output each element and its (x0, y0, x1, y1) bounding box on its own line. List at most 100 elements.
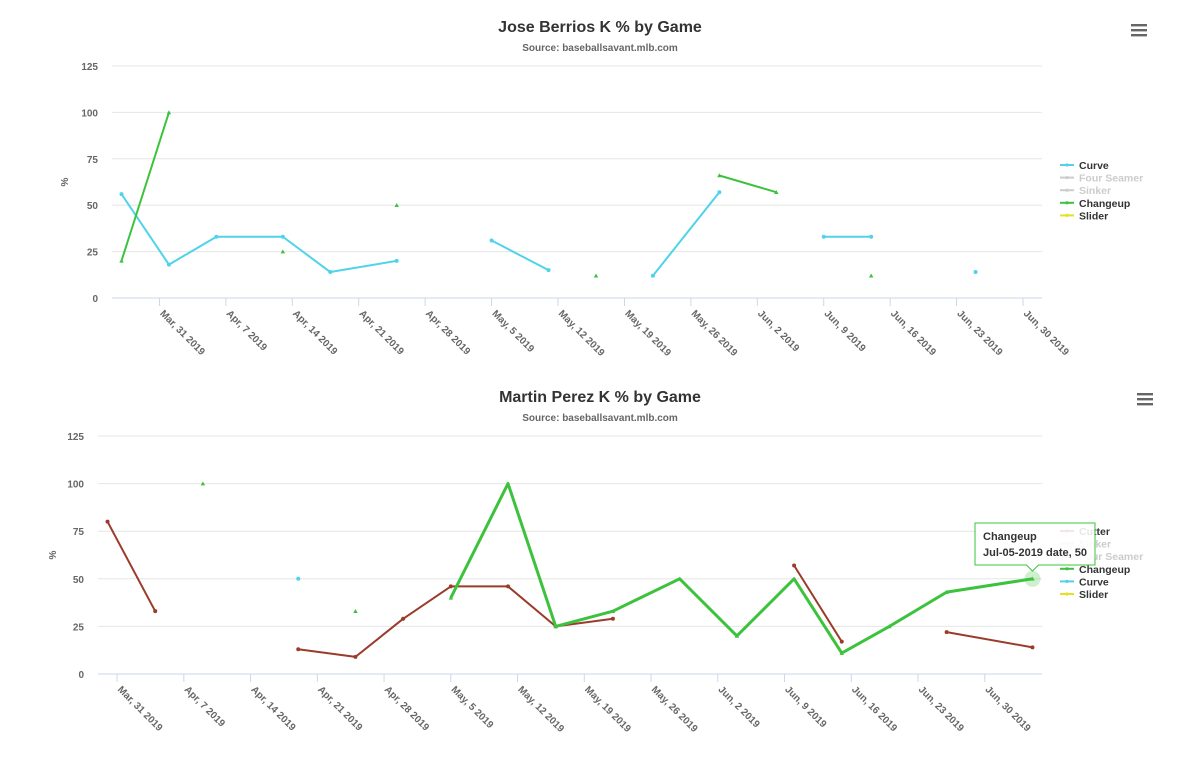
series-curve (119, 190, 978, 278)
y-tick-label: 0 (78, 670, 84, 681)
data-point[interactable] (119, 258, 124, 263)
x-tick-label: May, 26 2019 (689, 308, 740, 359)
data-point[interactable] (839, 650, 844, 655)
data-point[interactable] (506, 584, 511, 589)
x-tick-label: May, 5 2019 (449, 684, 496, 731)
x-tick-label: Apr, 28 2019 (382, 684, 431, 733)
y-tick-label: 100 (67, 480, 84, 491)
tooltip-series: Changeup (983, 531, 1037, 543)
x-tick-label: Jun, 2 2019 (716, 684, 762, 730)
y-tick-label: 0 (92, 294, 98, 305)
data-point[interactable] (353, 654, 358, 659)
data-point[interactable] (166, 110, 172, 115)
x-tick-label: Apr, 14 2019 (290, 308, 339, 357)
legend-label: Four Seamer (1079, 173, 1143, 185)
data-point[interactable] (394, 203, 399, 207)
legend-label: Changeup (1079, 198, 1130, 210)
data-point[interactable] (868, 273, 874, 278)
data-point[interactable] (677, 576, 682, 581)
legend-item-changeup[interactable]: Changeup (1060, 198, 1130, 210)
data-point[interactable] (1030, 645, 1035, 650)
chart-title: Jose Berrios K % by Game (498, 19, 702, 36)
hamburger-menu-icon[interactable] (1134, 390, 1156, 408)
data-point[interactable] (394, 258, 399, 263)
data-point[interactable] (792, 563, 797, 568)
data-point[interactable] (105, 519, 110, 524)
legend-item-changeup[interactable]: Changeup (1060, 564, 1130, 576)
data-point[interactable] (839, 639, 844, 644)
data-point[interactable] (1030, 576, 1035, 581)
data-point[interactable] (119, 192, 124, 197)
data-point[interactable] (973, 270, 978, 275)
series-line (793, 564, 843, 643)
series-curve (296, 576, 301, 581)
data-point[interactable] (610, 608, 616, 613)
data-point[interactable] (774, 190, 779, 195)
data-point[interactable] (553, 624, 558, 629)
data-point[interactable] (448, 595, 454, 600)
data-point[interactable] (791, 576, 797, 581)
menu-bar (1137, 403, 1153, 406)
chart-1: Jose Berrios K % by Game Source: baseball… (60, 19, 1150, 359)
series-line (120, 112, 170, 262)
data-point[interactable] (546, 268, 551, 273)
data-point[interactable] (448, 584, 453, 589)
data-point[interactable] (153, 609, 158, 614)
legend-item-sinker[interactable]: Sinker (1060, 185, 1111, 197)
data-point[interactable] (944, 589, 949, 594)
data-point[interactable] (353, 608, 358, 613)
data-point[interactable] (296, 647, 301, 652)
y-axis-label: % (60, 177, 71, 186)
x-tick-label: Apr, 14 2019 (248, 684, 297, 733)
legend-marker (1065, 213, 1069, 217)
data-point[interactable] (944, 630, 949, 635)
legend-item-curve[interactable]: Curve (1060, 576, 1109, 588)
series-cutter (105, 519, 1035, 659)
x-tick-label: Jun, 23 2019 (916, 684, 966, 734)
tooltip-box (974, 522, 1096, 572)
x-tick-label: May, 12 2019 (556, 308, 607, 359)
menu-bar (1131, 34, 1147, 37)
chart-title: Martin Perez K % by Game (499, 389, 701, 406)
data-point[interactable] (401, 616, 406, 621)
y-tick-label: 25 (73, 622, 85, 633)
y-tick-label: 125 (67, 432, 84, 443)
legend-item-four-seamer[interactable]: Four Seamer (1060, 173, 1143, 185)
menu-bar (1131, 29, 1147, 32)
data-point[interactable] (328, 270, 333, 275)
data-point[interactable] (166, 262, 171, 267)
data-point[interactable] (280, 249, 286, 254)
data-point[interactable] (887, 624, 892, 629)
series-changeup (119, 110, 874, 278)
data-point[interactable] (869, 234, 874, 239)
x-tick-label: Jun, 30 2019 (1021, 308, 1071, 358)
series-line (491, 239, 549, 272)
x-tick-label: Apr, 21 2019 (357, 308, 406, 357)
data-point[interactable] (200, 481, 206, 486)
menu-hit (1134, 390, 1156, 408)
data-point[interactable] (489, 238, 494, 243)
legend-marker (1065, 188, 1069, 192)
hamburger-menu-icon[interactable] (1128, 21, 1150, 39)
data-point[interactable] (214, 234, 219, 239)
legend-label: Curve (1079, 576, 1109, 588)
data-point[interactable] (610, 616, 615, 621)
legend-item-curve[interactable]: Curve (1060, 160, 1109, 172)
data-point[interactable] (650, 273, 655, 278)
y-tick-label: 50 (73, 575, 85, 586)
legend-item-slider[interactable]: Slider (1060, 589, 1108, 601)
data-point[interactable] (505, 481, 511, 486)
data-point[interactable] (734, 633, 740, 638)
legend-item-slider[interactable]: Slider (1060, 210, 1108, 222)
data-point[interactable] (296, 576, 301, 581)
x-tick-label: Jun, 16 2019 (849, 684, 899, 734)
data-point[interactable] (593, 273, 599, 278)
legend-label: Slider (1079, 589, 1108, 601)
legend-label: Slider (1079, 210, 1108, 222)
data-point[interactable] (280, 234, 285, 239)
data-point[interactable] (717, 190, 722, 195)
data-point[interactable] (717, 173, 722, 178)
x-tick-label: Apr, 28 2019 (423, 308, 472, 357)
data-point[interactable] (821, 234, 826, 239)
